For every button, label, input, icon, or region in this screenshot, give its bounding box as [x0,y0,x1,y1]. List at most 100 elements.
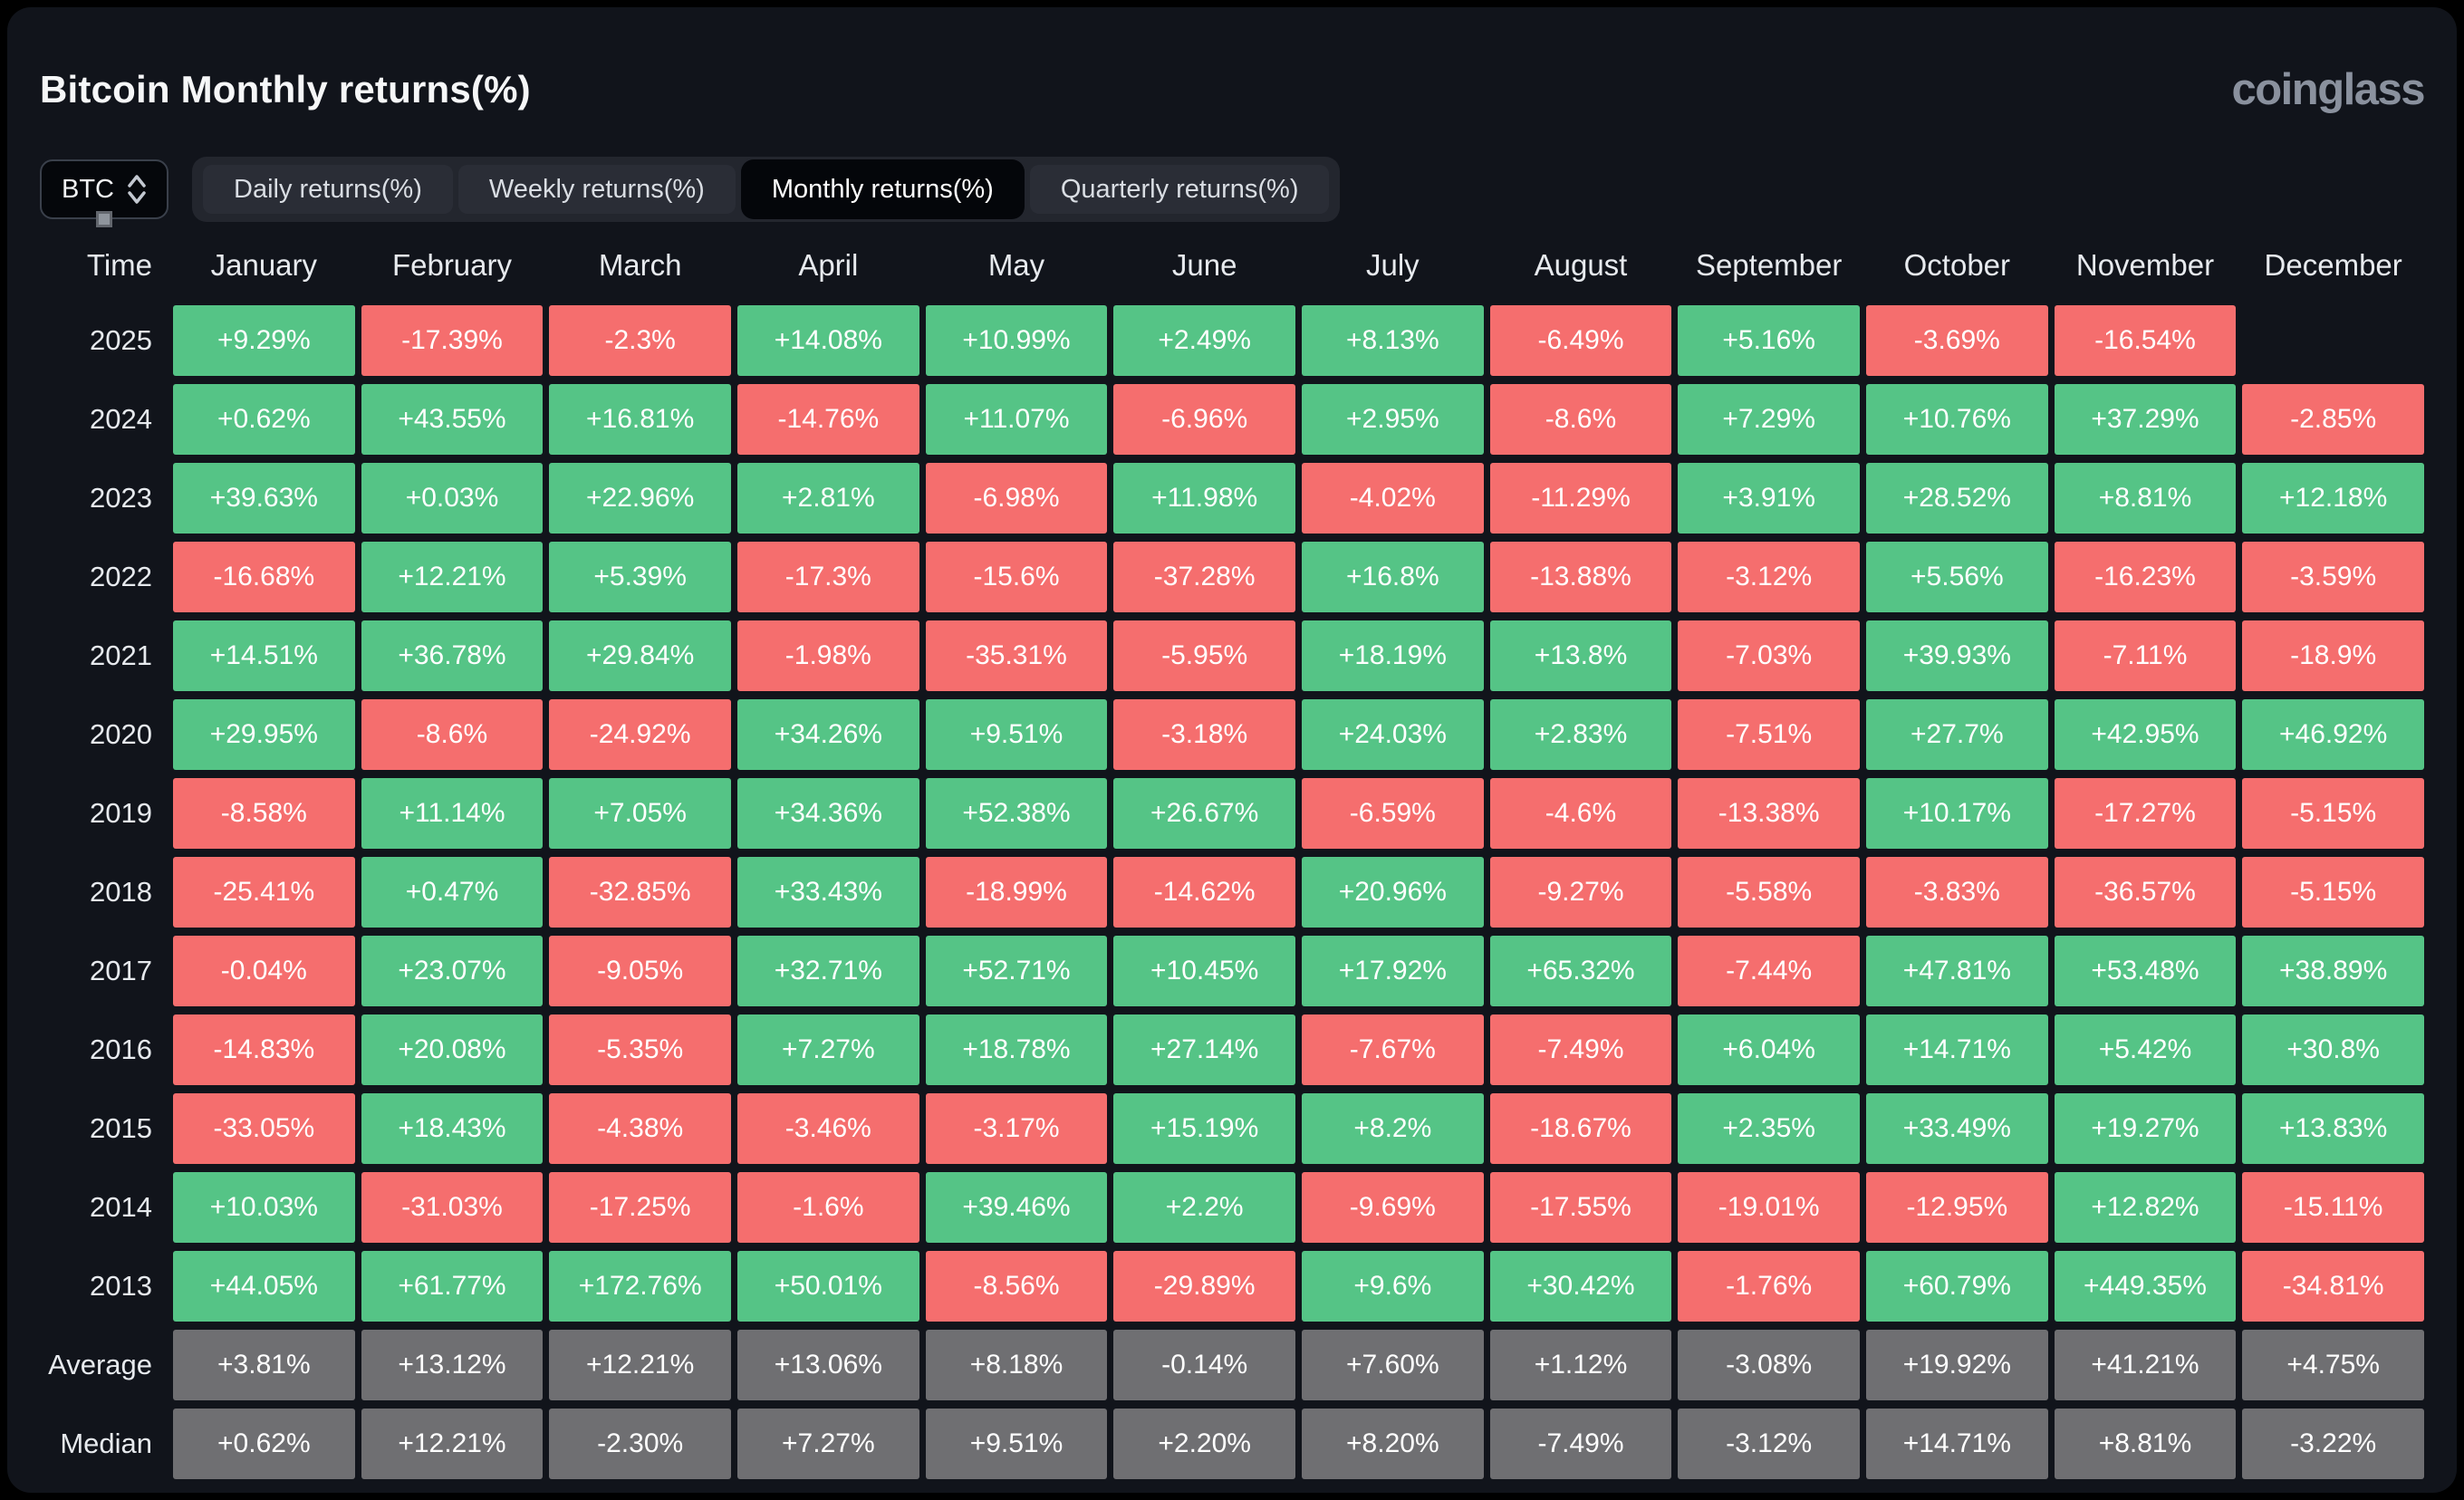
return-cell: +2.49% [1113,305,1295,376]
return-cell: -3.12% [1678,1409,1860,1479]
return-cell: -35.31% [925,620,1108,691]
return-cell: -6.98% [925,463,1108,534]
return-cell: -3.69% [1866,305,2048,376]
return-cell: -18.99% [925,857,1108,928]
return-cell: -34.81% [2242,1251,2424,1322]
return-cell: +11.14% [361,778,544,849]
month-header: December [2264,248,2402,282]
return-cell: -3.46% [737,1093,919,1164]
time-header: Time [86,248,152,282]
month-header: August [1534,248,1628,282]
return-cell: -29.89% [1113,1251,1295,1322]
return-cell: +8.2% [1302,1093,1484,1164]
return-cell: +7.27% [737,1409,919,1479]
row-label: 2015 [90,1112,152,1144]
return-cell: -14.62% [1113,857,1295,928]
tab-monthly-returns[interactable]: Monthly returns(%) [740,159,1025,219]
return-cell: +11.98% [1113,463,1295,534]
return-cell: -3.83% [1866,857,2048,928]
return-cell: -9.27% [1489,857,1672,928]
return-cell: +15.19% [1113,1093,1295,1164]
return-cell: -16.68% [173,542,355,612]
return-cell: -2.85% [2242,384,2424,455]
coin-selector[interactable]: BTC [40,159,168,227]
return-cell: +23.07% [361,936,544,1006]
return-cell: +12.18% [2242,463,2424,534]
row-label: 2018 [90,876,152,908]
return-cell: +449.35% [2054,1251,2237,1322]
return-cell: -7.44% [1678,936,1860,1006]
return-cell: +8.13% [1302,305,1484,376]
return-cell: +44.05% [173,1251,355,1322]
return-cell: +34.36% [737,778,919,849]
tab-weekly-returns[interactable]: Weekly returns(%) [457,165,736,214]
return-cell: -11.29% [1489,463,1672,534]
return-cell: -18.67% [1489,1093,1672,1164]
return-cell: +46.92% [2242,699,2424,770]
return-cell: -1.6% [737,1172,919,1243]
return-cell: +43.55% [361,384,544,455]
return-cell: +17.92% [1302,936,1484,1006]
return-cell: +12.21% [361,542,544,612]
return-cell: +2.95% [1302,384,1484,455]
return-cell: +10.45% [1113,936,1295,1006]
tab-daily-returns[interactable]: Daily returns(%) [203,165,453,214]
return-cell: -5.58% [1678,857,1860,928]
row-label: Average [48,1349,152,1380]
return-cell: +10.03% [173,1172,355,1243]
return-cell: +29.95% [173,699,355,770]
return-cell: -15.11% [2242,1172,2424,1243]
return-cell: -8.56% [925,1251,1108,1322]
return-cell: -17.55% [1489,1172,1672,1243]
return-cell: +2.35% [1678,1093,1860,1164]
return-cell: +24.03% [1302,699,1484,770]
return-cell: -4.38% [549,1093,731,1164]
return-cell: -7.11% [2054,620,2237,691]
return-cell: -1.76% [1678,1251,1860,1322]
topbar: Bitcoin Monthly returns(%) coinglass [40,7,2425,116]
row-label: 2020 [90,718,152,750]
return-cell: +5.42% [2054,1014,2237,1085]
row-label: 2025 [90,324,152,356]
return-cell: +41.21% [2054,1330,2237,1400]
month-header: April [798,248,859,282]
return-cell: -6.59% [1302,778,1484,849]
return-cell: +2.2% [1113,1172,1295,1243]
return-cell: +38.89% [2242,936,2424,1006]
row-label: 2016 [90,1034,152,1065]
return-cell: +36.78% [361,620,544,691]
return-cell: -14.76% [737,384,919,455]
return-cell: +19.27% [2054,1093,2237,1164]
return-cell: -3.59% [2242,542,2424,612]
return-cell: -9.69% [1302,1172,1484,1243]
return-cell: +8.18% [925,1330,1108,1400]
return-cell: +14.08% [737,305,919,376]
return-cell: -17.27% [2054,778,2237,849]
month-header: February [391,248,513,282]
return-cell: +39.46% [925,1172,1108,1243]
month-header: July [1365,248,1420,282]
return-cell: +6.04% [1678,1014,1860,1085]
tab-quarterly-returns[interactable]: Quarterly returns(%) [1029,165,1330,214]
return-cell: -24.92% [549,699,731,770]
month-header: March [598,248,682,282]
return-cell: -5.15% [2242,857,2424,928]
return-cell: -18.9% [2242,620,2424,691]
return-cell: +11.07% [925,384,1108,455]
return-cell: -7.67% [1302,1014,1484,1085]
return-cell: +8.81% [2054,1409,2237,1479]
return-cell: -7.49% [1489,1014,1672,1085]
return-cell: -9.05% [549,936,731,1006]
return-cell: -3.17% [925,1093,1108,1164]
return-cell: +2.20% [1113,1409,1295,1479]
return-cell: +0.03% [361,463,544,534]
return-cell: -15.6% [925,542,1108,612]
return-cell: -33.05% [173,1093,355,1164]
return-cell: -14.83% [173,1014,355,1085]
return-cell: +30.42% [1489,1251,1672,1322]
return-cell: -36.57% [2054,857,2237,928]
return-cell: -13.88% [1489,542,1672,612]
return-cell: +13.83% [2242,1093,2424,1164]
resize-handle [96,211,112,227]
row-label: 2024 [90,403,152,435]
